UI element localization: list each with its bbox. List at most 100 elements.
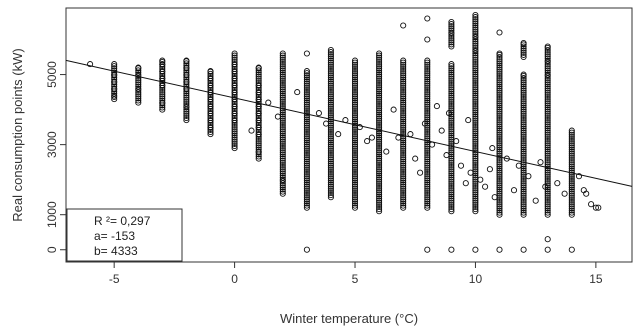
data-point — [400, 147, 407, 154]
data-point — [520, 142, 527, 149]
data-point — [400, 84, 407, 91]
y-tick-label: 0 — [45, 246, 59, 253]
data-point — [231, 79, 238, 87]
data-point — [400, 181, 407, 188]
data-point — [496, 188, 503, 195]
data-point — [376, 134, 383, 141]
data-point — [537, 159, 544, 166]
data-point — [279, 82, 286, 89]
data-point — [424, 202, 431, 209]
data-point — [472, 73, 479, 80]
stats-r2: R ²= 0,297 — [94, 214, 151, 228]
data-point — [544, 205, 551, 212]
data-point — [472, 203, 479, 211]
data-point — [544, 152, 551, 159]
data-point — [448, 100, 455, 108]
data-point — [390, 106, 397, 113]
data-point — [496, 184, 503, 191]
data-point — [327, 187, 334, 194]
data-point — [351, 99, 359, 106]
data-point — [376, 107, 383, 114]
data-point — [159, 95, 166, 102]
data-point — [568, 205, 575, 212]
data-point — [279, 88, 286, 95]
data-point — [400, 192, 407, 199]
data-point — [424, 145, 431, 152]
data-point — [424, 200, 431, 207]
data-point — [424, 154, 431, 161]
data-point — [424, 126, 431, 133]
data-point — [424, 160, 431, 167]
data-point — [544, 138, 551, 145]
data-point — [472, 67, 479, 74]
data-point — [472, 164, 479, 171]
data-point — [400, 200, 407, 207]
data-point — [424, 103, 431, 110]
data-point — [135, 99, 142, 106]
data-point — [448, 92, 455, 99]
data-point — [520, 81, 527, 88]
data-point — [376, 105, 383, 112]
data-point — [327, 91, 334, 98]
data-point — [279, 188, 286, 195]
data-point — [351, 164, 359, 171]
data-point — [496, 150, 503, 157]
data-point — [400, 89, 407, 96]
data-point — [496, 146, 503, 153]
data-point — [231, 54, 238, 61]
data-point — [400, 86, 407, 94]
data-point — [448, 109, 455, 116]
data-point — [207, 107, 214, 115]
data-point — [448, 86, 455, 93]
data-point — [400, 107, 407, 115]
data-point — [496, 121, 503, 128]
data-point — [327, 70, 334, 77]
data-point — [303, 200, 310, 207]
data-point — [376, 168, 383, 175]
data-point — [376, 180, 383, 187]
data-point — [400, 57, 407, 64]
data-point — [231, 138, 238, 145]
data-point — [327, 124, 334, 131]
data-point — [303, 168, 310, 176]
data-point — [327, 74, 334, 81]
data-point — [376, 185, 383, 192]
data-point — [448, 132, 455, 139]
data-point — [303, 122, 310, 129]
data-point — [568, 194, 575, 201]
data-point — [520, 79, 527, 86]
data-point — [351, 181, 359, 188]
data-point — [544, 156, 551, 164]
data-point — [448, 37, 455, 44]
data-point — [472, 18, 479, 25]
data-point — [496, 178, 503, 185]
data-point — [544, 46, 551, 54]
data-point — [472, 119, 479, 126]
data-point — [351, 91, 359, 98]
data-point — [472, 145, 479, 152]
data-point — [400, 196, 407, 203]
data-point — [520, 93, 527, 101]
data-point — [351, 185, 359, 192]
data-point — [496, 165, 503, 172]
data-point — [303, 154, 310, 161]
data-point — [592, 204, 599, 211]
data-point — [327, 179, 334, 186]
data-point — [303, 95, 310, 102]
data-point — [183, 92, 190, 99]
data-point — [472, 182, 479, 190]
data-point — [207, 93, 214, 101]
data-point — [376, 71, 383, 78]
data-point — [472, 136, 479, 143]
data-point — [472, 38, 479, 45]
data-point — [424, 82, 431, 89]
data-point — [400, 82, 407, 89]
data-point — [400, 72, 407, 79]
data-point — [496, 102, 503, 109]
data-point — [255, 142, 262, 149]
data-point — [544, 188, 551, 195]
data-point — [496, 199, 503, 206]
data-point — [327, 152, 334, 159]
data-point — [472, 140, 479, 147]
data-point — [496, 114, 503, 122]
